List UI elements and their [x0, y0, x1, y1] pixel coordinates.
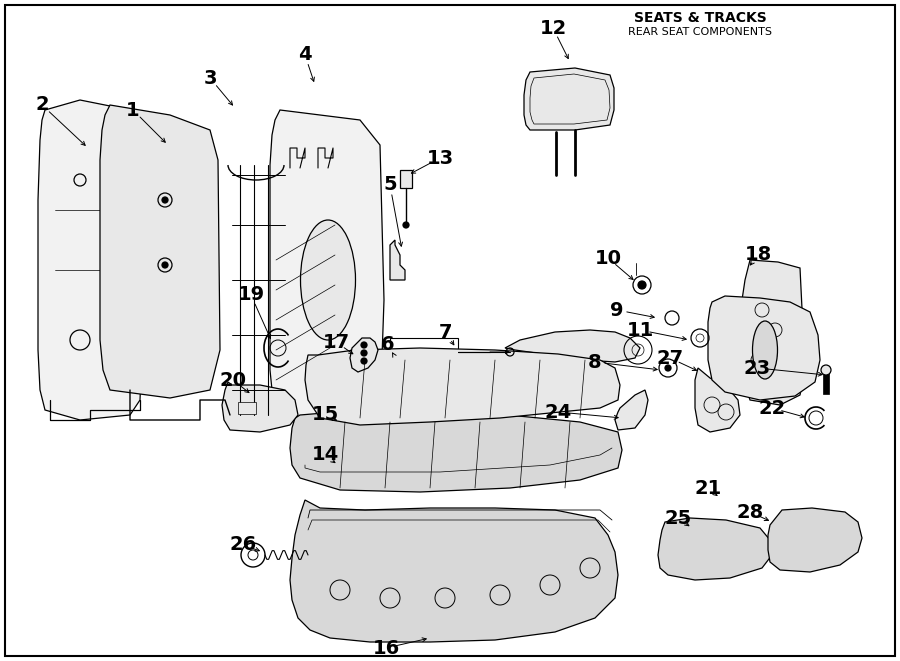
Polygon shape — [695, 368, 740, 432]
Text: 27: 27 — [656, 348, 684, 368]
Polygon shape — [390, 240, 405, 280]
Text: 10: 10 — [595, 249, 622, 268]
Polygon shape — [290, 412, 622, 492]
Polygon shape — [768, 508, 862, 572]
Text: 16: 16 — [373, 639, 400, 658]
Text: 19: 19 — [238, 286, 265, 305]
Text: 11: 11 — [626, 321, 653, 340]
Polygon shape — [708, 296, 820, 400]
Circle shape — [665, 365, 671, 371]
Circle shape — [403, 222, 409, 228]
Polygon shape — [524, 68, 614, 130]
Text: 3: 3 — [203, 69, 217, 87]
Text: 18: 18 — [744, 245, 771, 264]
Circle shape — [361, 358, 367, 364]
Text: 21: 21 — [695, 479, 722, 498]
Text: 8: 8 — [589, 352, 602, 371]
Text: REAR SEAT COMPONENTS: REAR SEAT COMPONENTS — [628, 27, 772, 37]
Text: 4: 4 — [298, 46, 311, 65]
Polygon shape — [615, 390, 648, 430]
Polygon shape — [505, 330, 640, 362]
Text: 5: 5 — [383, 176, 397, 194]
Text: 13: 13 — [427, 149, 454, 167]
Polygon shape — [305, 348, 620, 425]
Ellipse shape — [301, 220, 356, 340]
Text: 26: 26 — [230, 535, 256, 555]
Text: 1: 1 — [126, 100, 140, 120]
Text: 20: 20 — [220, 371, 247, 389]
Polygon shape — [222, 382, 298, 432]
Polygon shape — [270, 110, 384, 425]
Circle shape — [361, 350, 367, 356]
Polygon shape — [350, 338, 378, 372]
Text: 17: 17 — [322, 332, 349, 352]
Ellipse shape — [752, 321, 778, 379]
Bar — [400, 170, 412, 188]
Bar — [390, 338, 458, 366]
Text: SEATS & TRACKS: SEATS & TRACKS — [634, 11, 767, 25]
Text: 28: 28 — [736, 502, 763, 522]
Text: 15: 15 — [311, 405, 338, 424]
Polygon shape — [658, 518, 772, 580]
Polygon shape — [100, 105, 220, 398]
Circle shape — [821, 365, 831, 375]
Circle shape — [361, 342, 367, 348]
Text: 12: 12 — [539, 19, 567, 38]
Text: 23: 23 — [743, 358, 770, 377]
Bar — [823, 372, 829, 394]
Text: 7: 7 — [439, 323, 453, 342]
Circle shape — [162, 262, 168, 268]
Text: 22: 22 — [759, 399, 786, 418]
Text: 25: 25 — [664, 508, 691, 527]
Polygon shape — [742, 260, 805, 405]
Bar — [238, 402, 256, 414]
Polygon shape — [38, 100, 142, 420]
Circle shape — [162, 197, 168, 203]
Text: 14: 14 — [311, 446, 338, 465]
Polygon shape — [290, 500, 618, 642]
Text: 24: 24 — [544, 403, 572, 422]
Text: 6: 6 — [382, 336, 395, 354]
Text: 2: 2 — [35, 95, 49, 114]
Circle shape — [638, 281, 646, 289]
Text: 9: 9 — [610, 301, 624, 319]
